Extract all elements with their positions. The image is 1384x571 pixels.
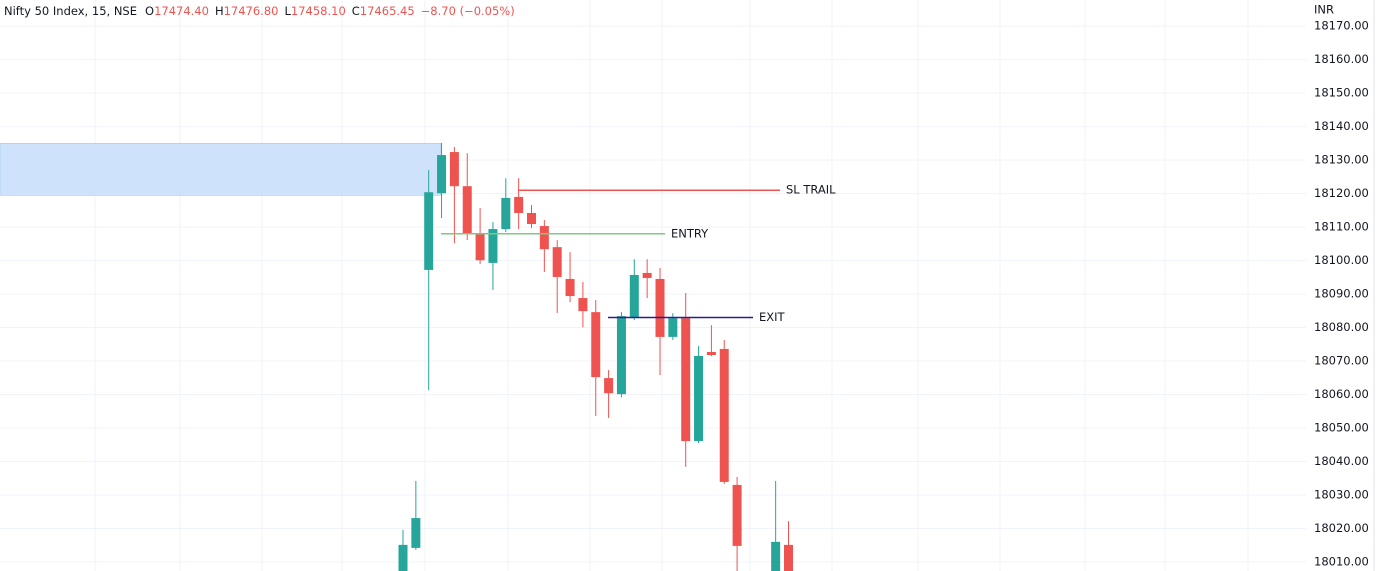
y-tick-label: 18070.00 <box>1314 354 1369 368</box>
candle-body <box>706 351 716 355</box>
ohlc-value: 17458.10 <box>291 4 346 18</box>
candle-body <box>449 152 459 187</box>
ohlc-value: 17474.40 <box>154 4 209 18</box>
candle-body <box>437 155 447 194</box>
candle-body <box>655 278 665 337</box>
y-tick-label: 18090.00 <box>1314 287 1369 301</box>
level-label: ENTRY <box>671 226 709 240</box>
y-tick-label: 18100.00 <box>1314 253 1369 267</box>
ohlc-label: L <box>284 4 291 18</box>
y-tick-label: 18080.00 <box>1314 320 1369 334</box>
candle-body <box>668 318 678 337</box>
candle-body <box>475 233 485 261</box>
zone <box>0 143 442 196</box>
candle-body <box>514 196 524 213</box>
y-tick-label: 18030.00 <box>1314 487 1369 501</box>
legend: Nifty 50 Index, 15, NSE O17474.40 H17476.8… <box>4 4 515 18</box>
y-tick-label: 18130.00 <box>1314 153 1369 167</box>
candle-body <box>565 278 575 297</box>
candle-body <box>501 197 511 230</box>
candle-body <box>552 247 562 277</box>
candle-body <box>539 226 549 250</box>
candle-body <box>629 274 639 318</box>
y-tick-label: 18110.00 <box>1314 220 1369 234</box>
y-tick-label: 18010.00 <box>1314 554 1369 568</box>
candle-body <box>771 541 781 571</box>
ohlc-label: H <box>215 4 224 18</box>
change: −8.70 (−0.05%) <box>421 4 515 18</box>
candle-body <box>488 229 498 263</box>
candle-body <box>424 192 434 270</box>
y-tick-label: 18050.00 <box>1314 420 1369 434</box>
y-tick-label: 18020.00 <box>1314 521 1369 535</box>
y-tick-label: 18160.00 <box>1314 52 1369 66</box>
candle-body <box>578 298 588 312</box>
ohlc-value: 17476.80 <box>224 4 279 18</box>
y-tick-label: 18040.00 <box>1314 454 1369 468</box>
candle-body <box>604 378 614 394</box>
y-tick-label: 18060.00 <box>1314 387 1369 401</box>
candle-body <box>784 544 793 571</box>
candle-body <box>642 272 652 278</box>
y-tick-label: 18120.00 <box>1314 186 1369 200</box>
currency-label: INR <box>1314 3 1334 17</box>
candle-body <box>616 316 626 395</box>
candle-body <box>527 212 536 225</box>
candle-body <box>591 312 601 378</box>
candle-body <box>398 544 408 571</box>
ohlc-label: C <box>352 4 360 18</box>
candle-body <box>411 518 421 548</box>
level-label: SL TRAIL <box>786 183 836 197</box>
candle-body <box>694 355 704 442</box>
candle-body <box>719 348 729 482</box>
candle-body <box>462 186 472 234</box>
y-tick-label: 18170.00 <box>1314 19 1369 33</box>
symbol: Nifty 50 Index, 15, NSE <box>4 4 137 18</box>
y-tick-label: 18140.00 <box>1314 119 1369 133</box>
candle-body <box>681 318 691 442</box>
level-label: EXIT <box>759 310 786 324</box>
ohlc-value: 17465.45 <box>360 4 415 18</box>
y-tick-label: 18150.00 <box>1314 86 1369 100</box>
candle-body <box>732 484 742 546</box>
ohlc-label: O <box>145 4 154 18</box>
